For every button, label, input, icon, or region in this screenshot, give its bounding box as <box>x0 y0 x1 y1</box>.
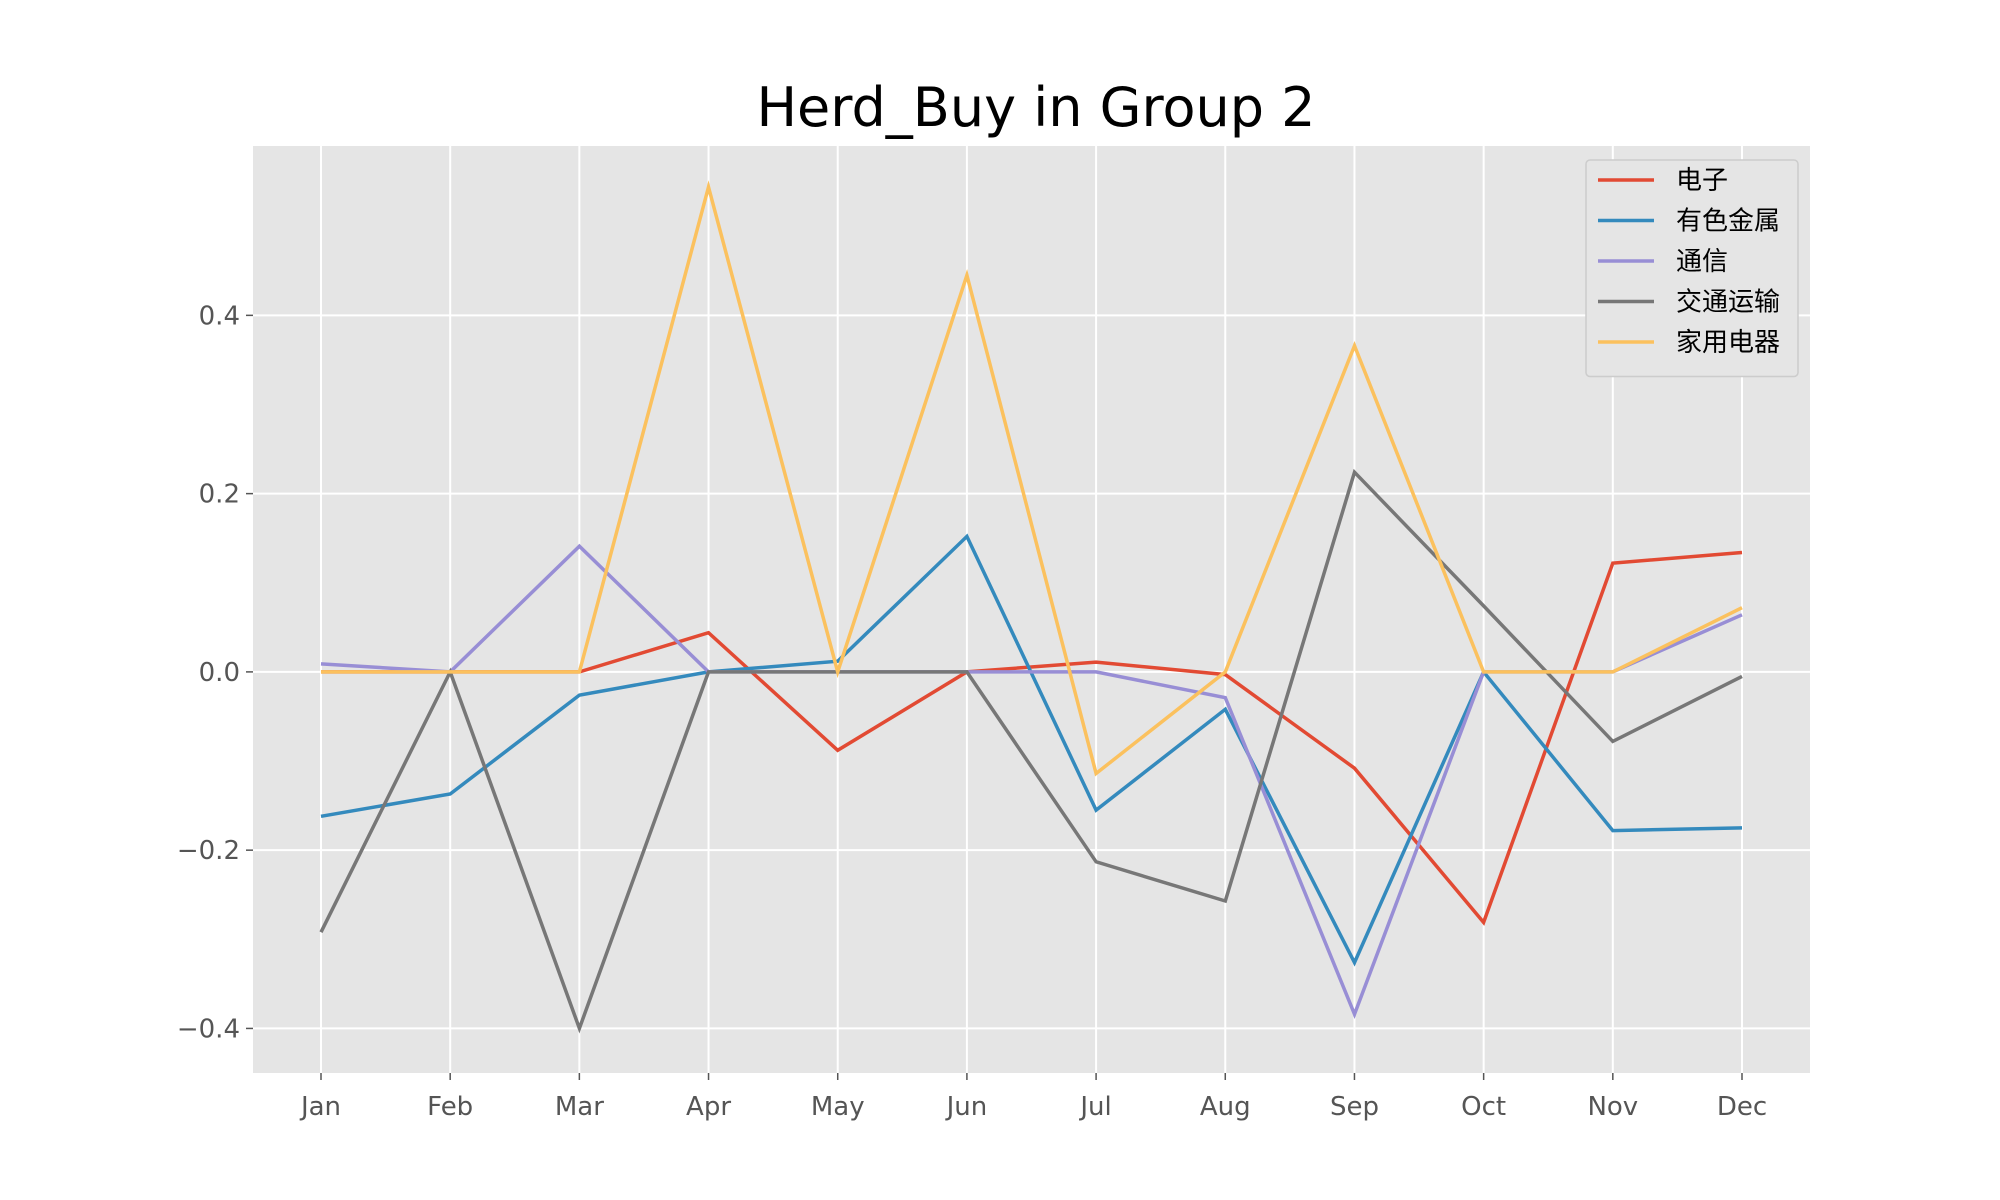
legend-label: 家用电器 <box>1676 328 1780 358</box>
y-tick-label: 0.0 <box>199 658 240 688</box>
x-tick-label: Aug <box>1200 1092 1251 1122</box>
legend-label: 通信 <box>1676 247 1728 277</box>
x-tick-label: Feb <box>427 1092 473 1122</box>
legend-box <box>1585 159 1799 378</box>
x-tick-label: Oct <box>1461 1092 1506 1122</box>
plot-area <box>253 146 1810 1073</box>
legend-label: 有色金属 <box>1676 207 1780 237</box>
legend-label: 电子 <box>1676 166 1728 196</box>
legend-label: 交通运输 <box>1676 288 1780 318</box>
y-tick-label: −0.2 <box>177 836 240 866</box>
y-tick-label: 0.4 <box>199 301 240 331</box>
x-tick-label: Jul <box>1078 1092 1111 1122</box>
x-tick-label: Sep <box>1330 1092 1379 1122</box>
x-tick-label: May <box>811 1092 865 1122</box>
axis-ticks: Jan Feb Mar Apr May Jun Jul Aug Sep Oct Nov Dec −0.4… <box>177 301 1767 1122</box>
x-tick-label: Dec <box>1717 1092 1767 1122</box>
series-line <box>321 180 1743 777</box>
x-tick-label: Nov <box>1587 1092 1638 1122</box>
chart-title: Herd_Buy in Group 2 <box>756 76 1315 139</box>
x-tick-label: Apr <box>686 1092 731 1122</box>
y-tick-label: 0.2 <box>199 480 240 510</box>
y-tick-label: −0.4 <box>177 1014 240 1044</box>
x-tick-label: Jan <box>299 1092 341 1122</box>
series-lines <box>319 180 1743 1034</box>
x-tick-label: Mar <box>555 1092 604 1122</box>
x-tick-label: Jun <box>945 1092 988 1122</box>
series-line <box>319 468 1743 1034</box>
